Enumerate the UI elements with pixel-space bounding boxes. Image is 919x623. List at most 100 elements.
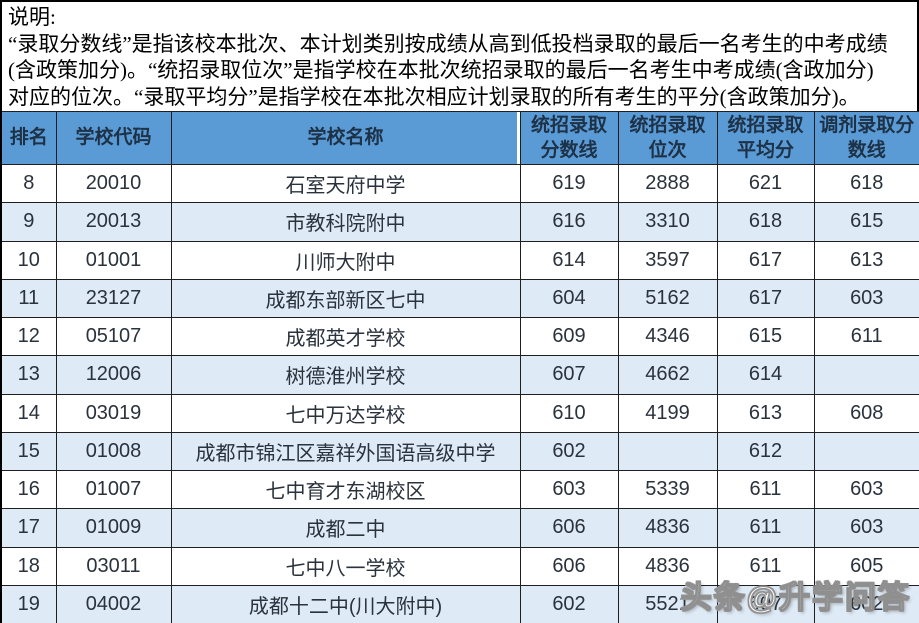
cell-unified-ranking: 5521 xyxy=(617,584,718,623)
cell-school-name: 七中育才东湖校区 xyxy=(170,469,521,510)
cell-rank: 19 xyxy=(0,584,57,623)
cell-unified-cutoff: 616 xyxy=(519,202,619,242)
cell-unified-average: 614 xyxy=(716,355,815,395)
cell-unified-ranking: 4836 xyxy=(617,546,718,586)
cell-unified-cutoff: 602 xyxy=(519,431,619,472)
cell-school-name: 石室天府中学 xyxy=(170,163,521,204)
cell-unified-average: 611 xyxy=(716,469,815,510)
cell-rank: 11 xyxy=(0,278,57,319)
cell-unified-cutoff: 610 xyxy=(519,393,619,433)
cell-rank: 12 xyxy=(0,316,57,357)
cell-unified-ranking: 5162 xyxy=(617,278,718,319)
cell-unified-ranking: 4662 xyxy=(617,355,718,395)
col-header-unified-average: 统招录取平均分 xyxy=(716,111,815,165)
cell-unified-average: 615 xyxy=(716,316,815,357)
table-row: 12 05107 成都英才学校 609 4346 615 611 xyxy=(0,316,919,357)
cell-unified-average: 617 xyxy=(716,240,815,280)
table-row: 19 04002 成都十二中(川大附中) 602 5521 607 602 xyxy=(0,584,919,623)
cell-school-code: 05107 xyxy=(55,316,172,357)
cell-school-code: 04002 xyxy=(55,584,172,623)
cell-school-code: 20013 xyxy=(55,202,172,242)
cell-unified-average: 618 xyxy=(716,202,815,242)
cell-rank: 13 xyxy=(0,355,57,395)
notes-line-1: “录取分数线”是指该校本批次、本计划类别按成绩从高到低投档录取的最后一名考生的中… xyxy=(8,31,888,56)
cell-unified-average: 621 xyxy=(716,163,815,204)
cell-unified-average: 607 xyxy=(716,584,815,623)
notes-line-2: (含政策加分)。“统招录取位次”是指学校在本批次统招录取的最后一名考生中考成绩(… xyxy=(8,58,874,82)
cell-school-name: 七中万达学校 xyxy=(170,393,521,433)
cell-rank: 15 xyxy=(0,431,57,472)
cell-unified-cutoff: 604 xyxy=(519,278,619,319)
cell-school-name: 七中八一学校 xyxy=(170,546,521,586)
cell-rank: 8 xyxy=(0,163,57,204)
cell-school-name: 成都市锦江区嘉祥外国语高级中学 xyxy=(170,431,521,472)
cell-transfer-cutoff: 611 xyxy=(813,316,919,357)
cell-transfer-cutoff: 615 xyxy=(813,202,919,242)
cell-unified-ranking: 4836 xyxy=(617,508,718,548)
cell-school-code: 01001 xyxy=(55,240,172,280)
notes-block: 说明: “录取分数线”是指该校本批次、本计划类别按成绩从高到低投档录取的最后一名… xyxy=(0,0,919,111)
cell-school-name: 成都东部新区七中 xyxy=(170,278,521,319)
cell-transfer-cutoff xyxy=(813,431,919,472)
cell-rank: 9 xyxy=(0,202,57,242)
cell-rank: 10 xyxy=(0,240,57,280)
cell-unified-ranking: 5339 xyxy=(617,469,718,510)
cell-school-name: 树德淮州学校 xyxy=(170,355,521,395)
cell-unified-cutoff: 619 xyxy=(519,163,619,204)
col-header-rank: 排名 xyxy=(0,111,57,165)
table-body: 8 20010 石室天府中学 619 2888 621 618 9 20013 市教科院附中 616… xyxy=(0,163,919,623)
cell-transfer-cutoff: 613 xyxy=(813,240,919,280)
cell-unified-ranking: 3597 xyxy=(617,240,718,280)
cell-transfer-cutoff: 602 xyxy=(813,584,919,623)
cell-unified-average: 612 xyxy=(716,431,815,472)
table-header-row: 排名 学校代码 学校名称 统招录取分数线 统招录取位次 统招录取平均分 调剂录取… xyxy=(0,111,919,165)
cell-unified-cutoff: 614 xyxy=(519,240,619,280)
cell-school-name: 成都二中 xyxy=(170,508,521,548)
cell-school-name: 市教科院附中 xyxy=(170,202,521,242)
col-header-school-code: 学校代码 xyxy=(55,111,172,165)
cell-school-code: 12006 xyxy=(55,355,172,395)
cell-school-code: 03011 xyxy=(55,546,172,586)
table-row: 10 01001 川师大附中 614 3597 617 613 xyxy=(0,240,919,280)
cell-school-code: 01009 xyxy=(55,508,172,548)
notes-title: 说明: xyxy=(8,5,56,29)
table-row: 15 01008 成都市锦江区嘉祥外国语高级中学 602 612 xyxy=(0,431,919,472)
table-row: 9 20013 市教科院附中 616 3310 618 615 xyxy=(0,202,919,242)
cell-unified-cutoff: 603 xyxy=(519,469,619,510)
cell-school-name: 成都英才学校 xyxy=(170,316,521,357)
table-row: 13 12006 树德淮州学校 607 4662 614 xyxy=(0,355,919,395)
cell-transfer-cutoff xyxy=(813,355,919,395)
cell-transfer-cutoff: 603 xyxy=(813,469,919,510)
cell-unified-ranking: 2888 xyxy=(617,163,718,204)
cell-rank: 18 xyxy=(0,546,57,586)
cell-rank: 16 xyxy=(0,469,57,510)
cell-unified-cutoff: 606 xyxy=(519,508,619,548)
cell-transfer-cutoff: 618 xyxy=(813,163,919,204)
cell-unified-ranking: 3310 xyxy=(617,202,718,242)
col-header-unified-ranking: 统招录取位次 xyxy=(617,111,718,165)
cell-unified-cutoff: 607 xyxy=(519,355,619,395)
cell-unified-average: 611 xyxy=(716,508,815,548)
cell-unified-cutoff: 606 xyxy=(519,546,619,586)
cell-unified-cutoff: 602 xyxy=(519,584,619,623)
col-header-transfer-cutoff: 调剂录取分数线 xyxy=(813,111,919,165)
cell-school-code: 01007 xyxy=(55,469,172,510)
cell-unified-ranking xyxy=(617,431,718,472)
cell-unified-ranking: 4346 xyxy=(617,316,718,357)
col-header-school-name: 学校名称 xyxy=(170,111,521,165)
cell-unified-average: 613 xyxy=(716,393,815,433)
table-row: 14 03019 七中万达学校 610 4199 613 608 xyxy=(0,393,919,433)
table-row: 16 01007 七中育才东湖校区 603 5339 611 603 xyxy=(0,469,919,510)
cell-unified-cutoff: 609 xyxy=(519,316,619,357)
table-row: 8 20010 石室天府中学 619 2888 621 618 xyxy=(0,163,919,204)
cell-school-code: 01008 xyxy=(55,431,172,472)
cell-transfer-cutoff: 603 xyxy=(813,278,919,319)
cell-transfer-cutoff: 605 xyxy=(813,546,919,586)
table-row: 18 03011 七中八一学校 606 4836 611 605 xyxy=(0,546,919,586)
cell-transfer-cutoff: 608 xyxy=(813,393,919,433)
col-header-unified-cutoff: 统招录取分数线 xyxy=(519,111,619,165)
cell-school-code: 03019 xyxy=(55,393,172,433)
cell-unified-average: 611 xyxy=(716,546,815,586)
cell-transfer-cutoff: 603 xyxy=(813,508,919,548)
